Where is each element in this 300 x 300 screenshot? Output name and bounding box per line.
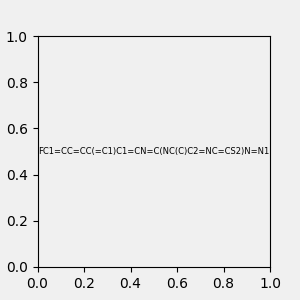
- Text: FC1=CC=CC(=C1)C1=CN=C(NC(C)C2=NC=CS2)N=N1: FC1=CC=CC(=C1)C1=CN=C(NC(C)C2=NC=CS2)N=N…: [38, 147, 269, 156]
